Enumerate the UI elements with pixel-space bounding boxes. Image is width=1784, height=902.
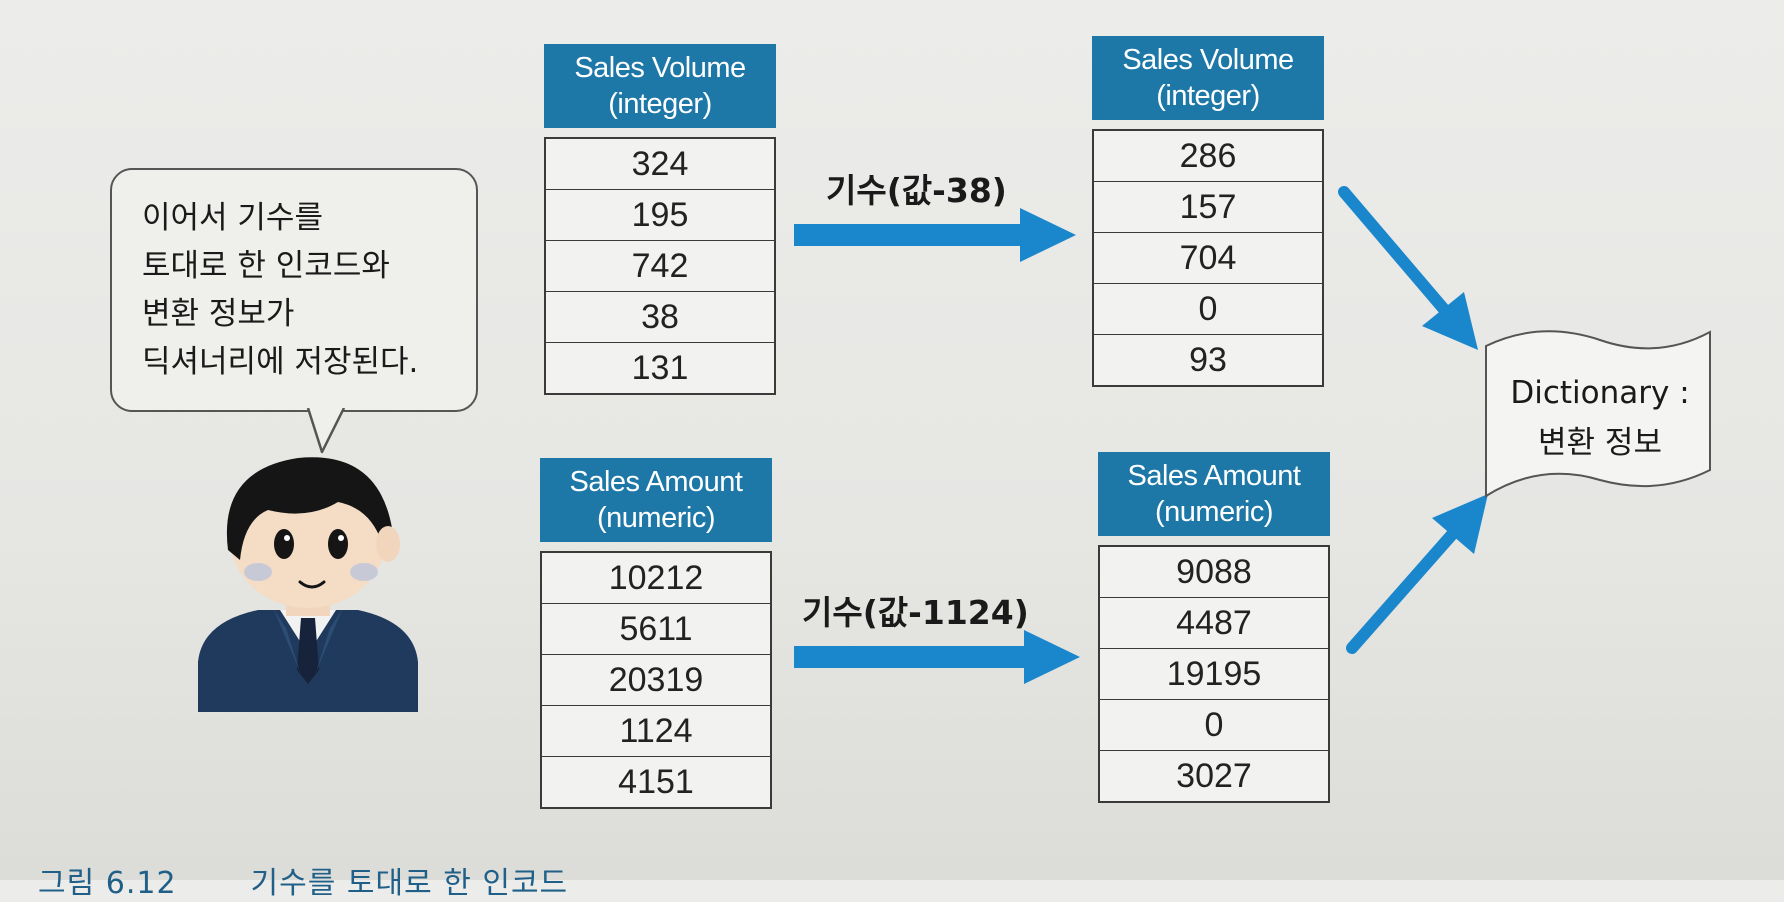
table-header: Sales Amount (numeric)	[1098, 452, 1330, 536]
table-cells: 9088 4487 19195 0 3027	[1098, 545, 1330, 803]
figure-title: 기수를 토대로 한 인코드	[250, 866, 569, 901]
table-cell: 3027	[1100, 750, 1328, 801]
table-header: Sales Amount (numeric)	[540, 458, 772, 542]
table-cell: 1124	[542, 705, 770, 756]
table-cells: 10212 5611 20319 1124 4151	[540, 551, 772, 809]
figure-caption: 그림 6.12 기수를 토대로 한 인코드	[38, 858, 642, 902]
figure-number: 그림 6.12	[38, 866, 177, 901]
header-line-1: Sales Amount	[569, 466, 743, 498]
speech-bubble: 이어서 기수를 토대로 한 인코드와 변환 정보가 딕셔너리에 저장된다.	[110, 168, 478, 412]
table-cell: 286	[1179, 137, 1237, 175]
header-line-1: Sales Volume	[1122, 44, 1294, 76]
table-header: Sales Volume (integer)	[1092, 36, 1324, 120]
table-cell: 10212	[608, 559, 704, 597]
arrow-right-icon	[794, 208, 1076, 262]
header-line-2: (numeric)	[597, 502, 715, 534]
table-sales-amount-original: Sales Amount (numeric) 10212 5611 20319 …	[540, 458, 772, 809]
bubble-tail	[306, 408, 346, 454]
header-line-2: (numeric)	[1155, 496, 1273, 528]
header-line-1: Sales Amount	[1127, 460, 1301, 492]
arrow-right-icon	[794, 630, 1080, 684]
table-sales-amount-encoded: Sales Amount (numeric) 9088 4487 19195 0…	[1098, 452, 1330, 803]
table-cells: 286 157 704 0 93	[1092, 129, 1324, 387]
table-sales-volume-original: Sales Volume (integer) 324 195 742 38 13…	[544, 44, 776, 395]
table-cell: 704	[1094, 232, 1322, 283]
table-cells: 324 195 742 38 131	[544, 137, 776, 395]
table-cell: 20319	[542, 654, 770, 705]
header-line-1: Sales Volume	[574, 52, 746, 84]
dictionary-label: Dictionary : 변환 정보	[1490, 368, 1710, 468]
table-cell: 195	[546, 189, 774, 240]
table-cell: 742	[546, 240, 774, 291]
table-cell: 93	[1094, 334, 1322, 385]
arrow-up-right-icon	[1346, 494, 1488, 654]
table-cell: 5611	[542, 603, 770, 654]
table-cell: 19195	[1100, 648, 1328, 699]
table-cell: 157	[1094, 181, 1322, 232]
table-cell: 4487	[1100, 597, 1328, 648]
bubble-line-3: 변환 정보가	[142, 296, 295, 332]
table-cell: 0	[1100, 699, 1328, 750]
table-cell: 9088	[1176, 553, 1252, 591]
arrow-label-amount: 기수(값-1124)	[802, 593, 1029, 632]
table-sales-volume-encoded: Sales Volume (integer) 286 157 704 0 93	[1092, 36, 1324, 387]
header-line-2: (integer)	[1156, 80, 1260, 112]
dictionary-line-2: 변환 정보	[1538, 425, 1662, 461]
dictionary-line-1: Dictionary :	[1510, 375, 1690, 411]
table-cell: 38	[546, 291, 774, 342]
arrow-label-volume: 기수(값-38)	[826, 171, 1007, 210]
bubble-line-1: 이어서 기수를	[142, 200, 323, 236]
table-cell: 0	[1094, 283, 1322, 334]
table-header: Sales Volume (integer)	[544, 44, 776, 128]
dictionary-document-icon	[1485, 330, 1711, 498]
arrow-down-right-icon	[1338, 186, 1478, 350]
businessman-avatar	[198, 457, 418, 712]
table-cell: 324	[631, 145, 689, 183]
header-line-2: (integer)	[608, 88, 712, 120]
bubble-line-2: 토대로 한 인코드와	[142, 248, 390, 284]
bubble-text: 이어서 기수를 토대로 한 인코드와 변환 정보가 딕셔너리에 저장된다.	[142, 194, 418, 386]
table-cell: 131	[546, 342, 774, 393]
bubble-line-4: 딕셔너리에 저장된다.	[142, 344, 419, 380]
table-cell: 4151	[542, 756, 770, 807]
